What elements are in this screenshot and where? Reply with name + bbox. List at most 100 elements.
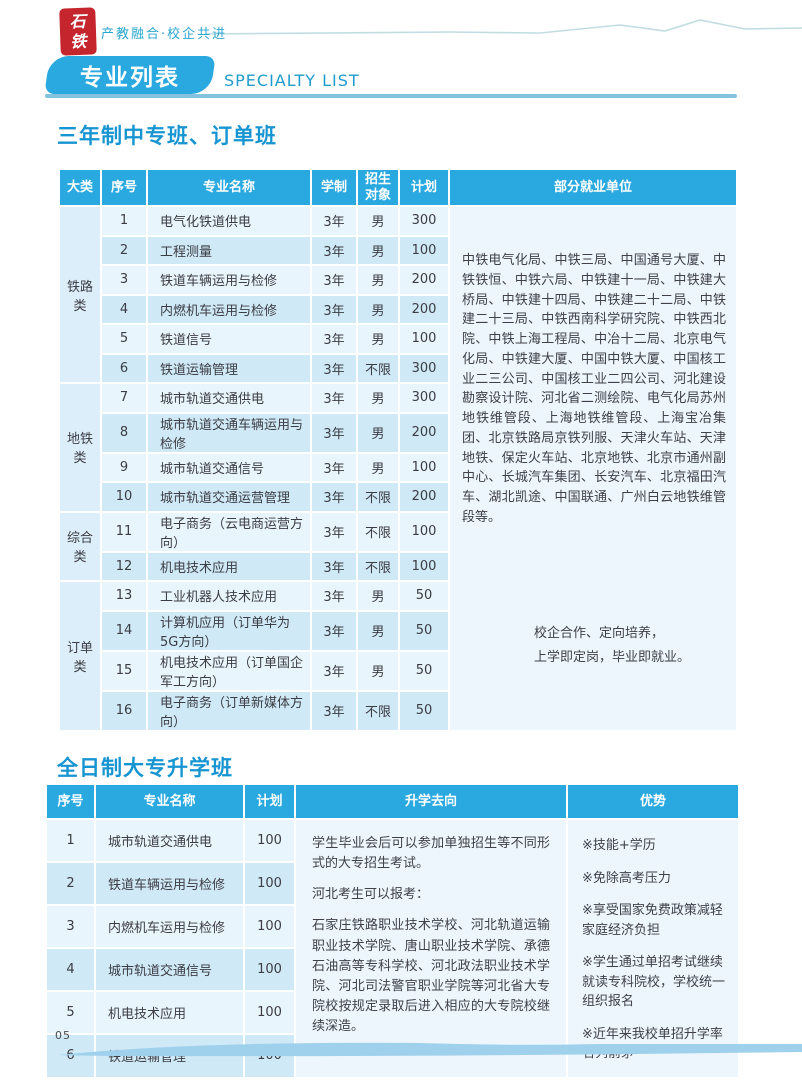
col-category: 大类 xyxy=(60,170,100,206)
seal-char-top: 石 xyxy=(69,12,86,32)
col-destination: 升学去向 xyxy=(296,785,566,818)
col-advantage: 优势 xyxy=(568,785,738,818)
category-cell: 订单类 xyxy=(60,582,100,730)
cell-plan: 100 xyxy=(400,512,448,551)
cell-gender: 不限 xyxy=(358,483,398,511)
col-major: 专业名称 xyxy=(96,785,243,818)
cell-no: 2 xyxy=(102,236,146,265)
cell-no: 16 xyxy=(102,691,146,730)
table-row: 地铁类 7 城市轨道交通供电 3年 男 300 xyxy=(60,384,736,511)
advantage-item: ※享受国家免费政策减轻家庭经济负担 xyxy=(582,903,723,938)
cell-years: 3年 xyxy=(312,236,356,265)
cell-plan: 300 xyxy=(400,354,448,383)
cell-plan: 200 xyxy=(400,483,448,511)
table-row: 3 铁道车辆运用与检修 3年 男 200 xyxy=(60,266,736,294)
cell-gender: 男 xyxy=(358,325,398,353)
table-row: 6 铁道运输管理 3年 不限 300 xyxy=(60,354,736,383)
cell-plan: 50 xyxy=(400,582,448,610)
table-row: 4 城市轨道交通信号 100 xyxy=(47,949,738,991)
category-cell: 综合类 xyxy=(60,512,100,581)
cell-no: 4 xyxy=(47,949,94,991)
col-major: 专业名称 xyxy=(148,170,310,206)
cell-gender: 男 xyxy=(358,236,398,265)
cell-major: 城市轨道交通信号 xyxy=(148,453,310,482)
cell-years: 3年 xyxy=(312,266,356,294)
cell-no: 4 xyxy=(102,295,146,324)
table1-header-row: 大类 序号 专业名称 学制 招生对象 计划 部分就业单位 xyxy=(60,170,736,206)
cell-plan: 300 xyxy=(400,384,448,412)
cell-gender: 不限 xyxy=(358,512,398,551)
table-row: 16 电子商务（订单新媒体方向） 3年 不限 50 xyxy=(60,691,736,730)
cell-years: 3年 xyxy=(312,354,356,383)
cell-no: 5 xyxy=(102,325,146,353)
page-title-banner: 专业列表 xyxy=(44,56,216,94)
college-advancement-table: 序号 专业名称 计划 升学去向 优势 1 城市轨道交通供电 100 学生毕业会后… xyxy=(45,783,740,1079)
section1-title: 三年制中专班、订单班 xyxy=(57,124,277,148)
cell-major: 内燃机车运用与检修 xyxy=(148,295,310,324)
cell-gender: 不限 xyxy=(358,552,398,581)
cell-no: 5 xyxy=(47,992,94,1034)
destination-paragraph-2: 河北考生可以报考： xyxy=(312,887,430,903)
cell-years: 3年 xyxy=(312,384,356,412)
table-row: 4 内燃机车运用与检修 3年 男 200 xyxy=(60,295,736,324)
cell-major: 机电技术应用 xyxy=(96,992,243,1034)
category-cell: 地铁类 xyxy=(60,384,100,511)
cell-years: 3年 xyxy=(312,325,356,353)
cell-major: 城市轨道交通供电 xyxy=(148,384,310,412)
cell-major: 电子商务（云电商运营方向） xyxy=(148,512,310,551)
page-title: 专业列表 xyxy=(80,65,180,91)
cell-major: 工业机器人技术应用 xyxy=(148,582,310,610)
employers-cell: 中铁电气化局、中铁三局、中国通号大厦、中铁铁恒、中铁六局、中铁建十一局、中铁建大… xyxy=(450,207,736,730)
school-seal-logo: 石 铁 xyxy=(59,7,97,56)
table-row: 2 铁道车辆运用与检修 100 xyxy=(47,863,738,905)
cell-no: 10 xyxy=(102,483,146,511)
cell-years: 3年 xyxy=(312,552,356,581)
category-cell: 铁路类 xyxy=(60,207,100,383)
cell-gender: 男 xyxy=(358,413,398,452)
cell-major: 计算机应用（订单华为5G方向） xyxy=(148,611,310,650)
cell-gender: 男 xyxy=(358,453,398,482)
cell-plan: 200 xyxy=(400,266,448,294)
cell-years: 3年 xyxy=(312,611,356,650)
cell-gender: 男 xyxy=(358,295,398,324)
cell-no: 1 xyxy=(47,820,94,862)
cell-no: 14 xyxy=(102,611,146,650)
table-row: 10 城市轨道交通运营管理 3年 不限 200 xyxy=(60,483,736,511)
cell-gender: 男 xyxy=(358,651,398,690)
cell-plan: 50 xyxy=(400,691,448,730)
cell-years: 3年 xyxy=(312,691,356,730)
cell-gender: 男 xyxy=(358,582,398,610)
cell-major: 城市轨道交通信号 xyxy=(96,949,243,991)
cell-plan: 100 xyxy=(245,992,294,1034)
col-plan: 计划 xyxy=(245,785,294,818)
cell-plan: 100 xyxy=(245,949,294,991)
cell-years: 3年 xyxy=(312,651,356,690)
table-row: 9 城市轨道交通信号 3年 男 100 xyxy=(60,453,736,482)
page-subtitle: SPECIALTY LIST xyxy=(224,71,360,90)
cell-major: 电子商务（订单新媒体方向） xyxy=(148,691,310,730)
cell-major: 铁道车辆运用与检修 xyxy=(148,266,310,294)
school-slogan: 产教融合·校企共进 xyxy=(101,27,228,42)
cell-years: 3年 xyxy=(312,413,356,452)
cell-plan: 100 xyxy=(245,863,294,905)
seal-char-bottom: 铁 xyxy=(69,31,87,51)
three-year-program-table: 大类 序号 专业名称 学制 招生对象 计划 部分就业单位 铁路类 1 电气化铁道… xyxy=(58,168,738,732)
table-row: 5 铁道信号 3年 男 100 xyxy=(60,325,736,353)
cell-no: 7 xyxy=(102,384,146,412)
cell-major: 机电技术应用 xyxy=(148,552,310,581)
advantage-item: ※学生通过单招考试继续就读专科院校，学校统一组织报名 xyxy=(582,955,726,1009)
col-employers: 部分就业单位 xyxy=(450,170,736,206)
title-underline xyxy=(45,94,737,98)
cell-plan: 100 xyxy=(400,325,448,353)
cell-plan: 300 xyxy=(400,207,448,235)
col-years: 学制 xyxy=(312,170,356,206)
cell-years: 3年 xyxy=(312,483,356,511)
top-zigzag-decoration xyxy=(204,19,802,35)
cell-major: 铁道车辆运用与检修 xyxy=(96,863,243,905)
cell-years: 3年 xyxy=(312,207,356,235)
cell-no: 1 xyxy=(102,207,146,235)
cooperation-line2: 上学即定岗，毕业即就业。 xyxy=(534,650,691,666)
table-row: 订单类 13 工业机器人技术应用 3年 男 50 xyxy=(60,582,736,730)
destination-paragraph-1: 学生毕业会后可以参加单独招生等不同形式的大专招生考试。 xyxy=(312,836,550,872)
cooperation-line1: 校企合作、定向培养， xyxy=(534,625,665,641)
